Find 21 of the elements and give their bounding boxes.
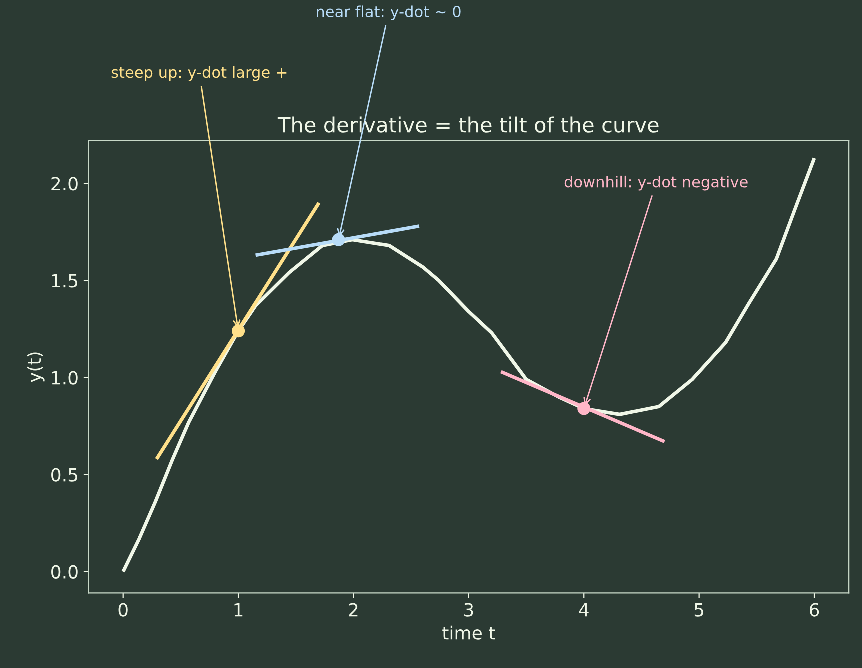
x-tick-label: 1: [234, 603, 243, 617]
x-tick-label: 5: [694, 603, 704, 617]
x-tick-label: 3: [464, 603, 474, 617]
y-tick-label: 1.0: [52, 371, 78, 385]
x-tick-label: 0: [118, 603, 128, 617]
x-tick-label: 6: [810, 603, 820, 617]
y-tick-label: 1.5: [52, 274, 78, 288]
y-tick-label: 2.0: [52, 177, 78, 191]
y-tick-label: 0.5: [52, 468, 78, 482]
annotation: near flat: y-dot ~ 0: [317, 6, 461, 20]
point: [232, 324, 246, 338]
annotation: steep up: y-dot large +: [112, 66, 287, 82]
line-series: [122, 156, 816, 574]
x-tick-label: 4: [579, 603, 589, 617]
x-axis-title: time t: [442, 626, 496, 640]
point: [578, 402, 591, 416]
x-tick-label: 2: [349, 603, 358, 617]
point: [332, 233, 346, 246]
y-axis-title: y(t): [27, 352, 45, 382]
y-tick-label: 0.0: [52, 565, 78, 579]
annotation: downhill: y-dot negative: [564, 176, 748, 191]
